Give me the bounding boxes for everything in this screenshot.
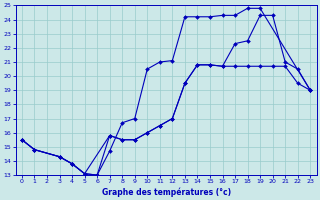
X-axis label: Graphe des températures (°c): Graphe des températures (°c) — [101, 187, 231, 197]
